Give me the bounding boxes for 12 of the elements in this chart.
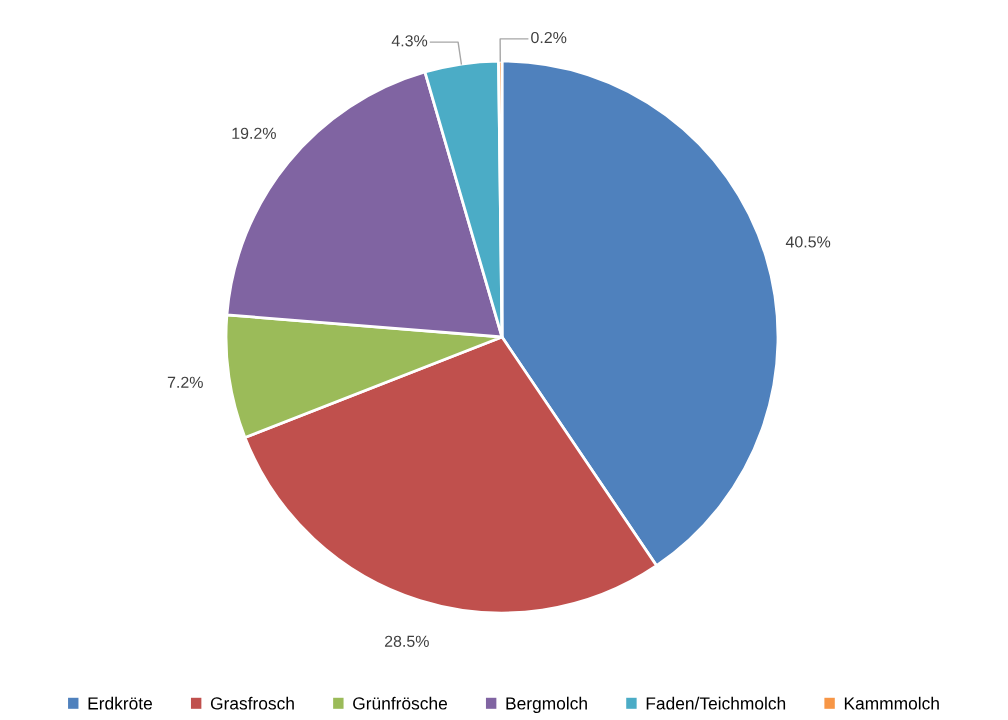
legend-label: Bergmolch: [506, 696, 587, 714]
legend-label: Erdkröte: [88, 696, 152, 710]
data-label: 7.2%: [167, 376, 203, 388]
legend-label: Kammmolch: [844, 696, 939, 710]
legend-label: Faden/Teichmolch: [646, 696, 786, 710]
data-label: 0.2%: [531, 31, 567, 44]
data-label: 28.5%: [384, 635, 429, 647]
legend-label: Grünfrösche: [353, 696, 447, 710]
legend-label: Grasfrosch: [210, 696, 294, 710]
data-label: 40.5%: [785, 236, 831, 248]
data-label: 4.3%: [391, 35, 428, 47]
data-label: 19.2%: [232, 127, 276, 139]
